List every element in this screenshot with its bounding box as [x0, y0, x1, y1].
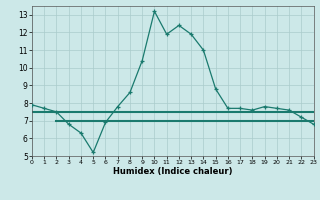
X-axis label: Humidex (Indice chaleur): Humidex (Indice chaleur) [113, 167, 233, 176]
